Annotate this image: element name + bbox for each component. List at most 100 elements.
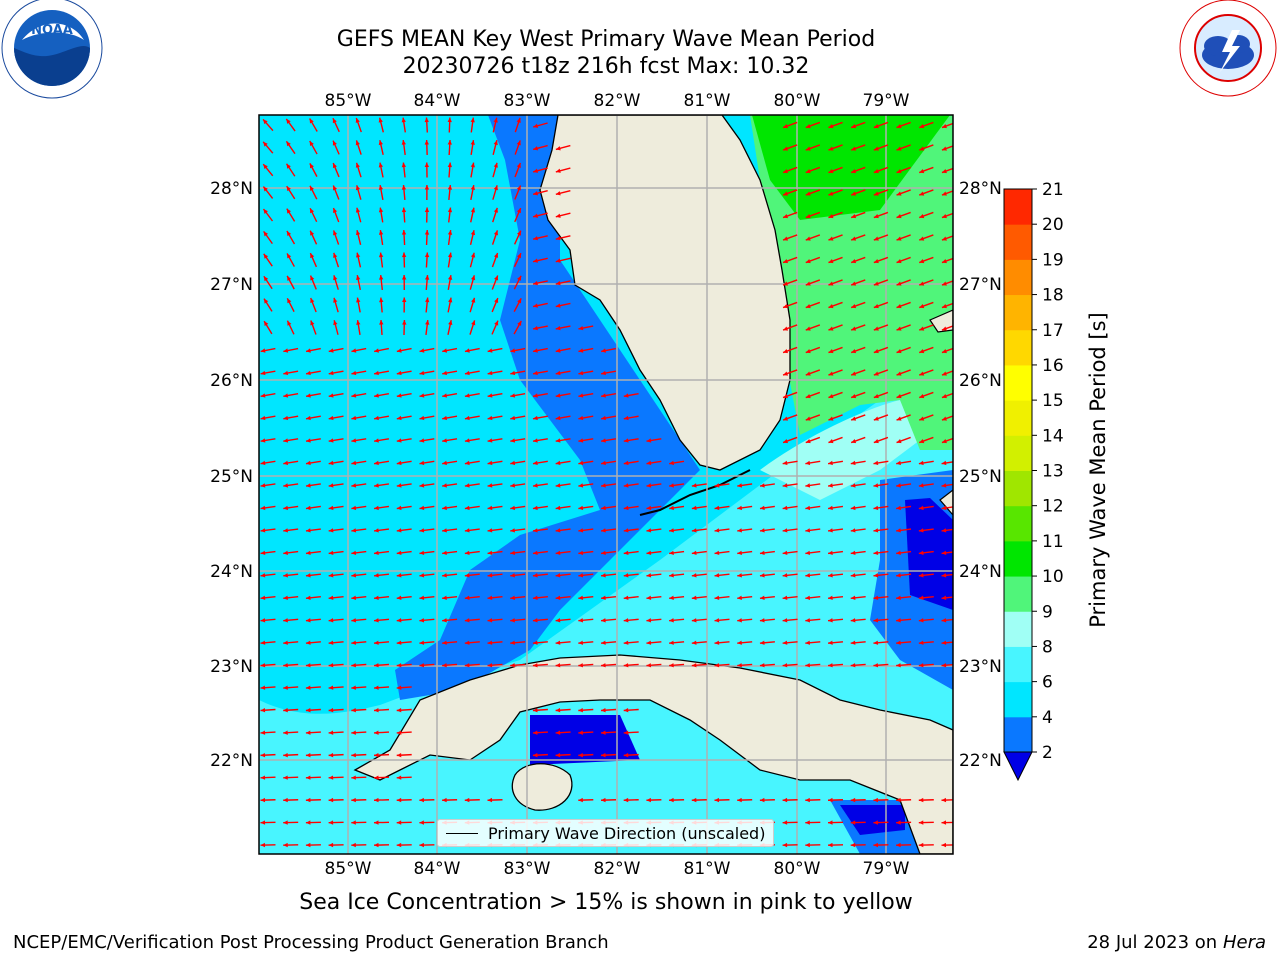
wave-arrowhead bbox=[941, 236, 947, 241]
wave-arrowhead bbox=[578, 752, 583, 758]
wave-arrowhead bbox=[309, 185, 314, 191]
wave-arrowhead bbox=[516, 230, 521, 236]
wave-arrowhead bbox=[487, 348, 493, 353]
lat-label-right: 27°N bbox=[959, 275, 1002, 295]
wave-arrowhead bbox=[896, 236, 902, 241]
wave-arrowhead bbox=[374, 550, 379, 556]
wave-arrowhead bbox=[333, 297, 338, 303]
wave-arrowhead bbox=[533, 348, 538, 353]
wave-arrowhead bbox=[601, 550, 606, 556]
wave-arrowhead bbox=[419, 663, 425, 668]
wave-arrowhead bbox=[424, 230, 430, 235]
wave-arrowhead bbox=[396, 663, 402, 668]
wave-arrowhead bbox=[374, 640, 379, 645]
wave-arrowhead bbox=[896, 573, 901, 578]
wave-arrowhead bbox=[873, 416, 879, 421]
wave-arrowhead bbox=[287, 253, 292, 259]
wave-arrowhead bbox=[533, 123, 539, 128]
wave-arrowhead bbox=[737, 573, 742, 578]
wave-arrowhead bbox=[328, 573, 334, 578]
colorbar-segment bbox=[1004, 576, 1032, 612]
wave-arrowhead bbox=[532, 460, 538, 466]
wave-arrowhead bbox=[850, 550, 856, 556]
wave-arrowhead bbox=[442, 505, 447, 511]
wave-arrowhead bbox=[260, 483, 266, 488]
wave-arrowhead bbox=[517, 320, 522, 326]
lat-label-right: 22°N bbox=[959, 751, 1002, 771]
wave-arrowhead bbox=[578, 550, 584, 556]
wave-arrowhead bbox=[805, 842, 810, 848]
wave-arrowhead bbox=[601, 595, 606, 600]
wave-arrowhead bbox=[873, 326, 879, 331]
wave-arrowhead bbox=[283, 618, 288, 623]
wave-arrowhead bbox=[401, 162, 407, 168]
wave-arrowhead bbox=[470, 207, 476, 213]
wave-arrowhead bbox=[941, 595, 947, 600]
lon-label-top: 82°W bbox=[594, 91, 641, 111]
wave-arrowhead bbox=[351, 797, 356, 803]
wave-arrowhead bbox=[532, 550, 538, 556]
wave-arrowhead bbox=[714, 483, 720, 488]
wave-arrowhead bbox=[896, 393, 902, 399]
wave-arrowhead bbox=[447, 252, 453, 258]
arrow-legend: Primary Wave Direction (unscaled) bbox=[437, 819, 774, 847]
wave-arrowhead bbox=[896, 438, 902, 444]
wave-arrowhead bbox=[401, 140, 406, 145]
wave-arrowhead bbox=[737, 483, 743, 488]
wave-arrowhead bbox=[896, 146, 902, 151]
wave-arrowhead bbox=[378, 162, 384, 168]
wave-arrowhead bbox=[510, 483, 516, 488]
wave-arrowhead bbox=[783, 281, 789, 286]
wave-arrowhead bbox=[737, 618, 742, 623]
latitude-labels-right: 28°N 27°N 26°N 25°N 24°N 23°N 22°N bbox=[959, 179, 1002, 771]
lon-label-bottom: 79°W bbox=[863, 859, 910, 879]
wave-arrowhead bbox=[737, 505, 743, 511]
wave-arrowhead bbox=[759, 573, 765, 578]
wave-arrowhead bbox=[442, 348, 448, 353]
wave-arrowhead bbox=[310, 230, 315, 236]
wave-arrowhead bbox=[351, 460, 357, 466]
wave-arrowhead bbox=[305, 797, 311, 803]
wave-arrowhead bbox=[351, 370, 357, 376]
wave-arrowhead bbox=[851, 281, 857, 286]
wave-arrowhead bbox=[332, 185, 338, 191]
wave-arrowhead bbox=[555, 483, 561, 488]
colorbar-tick-label: 16 bbox=[1042, 356, 1064, 376]
wave-arrowhead bbox=[310, 320, 315, 326]
wave-arrowhead bbox=[805, 393, 811, 399]
wave-arrowhead bbox=[873, 123, 879, 129]
wave-arrowhead bbox=[260, 438, 266, 443]
wave-arrowhead bbox=[396, 775, 402, 780]
wave-arrowhead bbox=[851, 258, 857, 264]
wave-arrowhead bbox=[533, 258, 538, 263]
wave-arrowhead bbox=[355, 162, 360, 168]
wave-arrowhead bbox=[533, 191, 539, 196]
wave-arrowhead bbox=[516, 208, 521, 214]
wave-arrowhead bbox=[419, 595, 425, 600]
wave-arrowhead bbox=[850, 842, 856, 848]
wave-arrowhead bbox=[305, 685, 311, 690]
wave-arrowhead bbox=[532, 483, 538, 488]
colorbar-tick-label: 13 bbox=[1042, 462, 1064, 482]
wave-arrowhead bbox=[850, 797, 856, 803]
wave-arrowhead bbox=[286, 186, 291, 192]
wave-arrowhead bbox=[351, 595, 357, 600]
wave-arrowhead bbox=[941, 326, 947, 331]
wave-arrowhead bbox=[510, 460, 516, 466]
wave-arrowhead bbox=[601, 393, 606, 398]
wave-arrowhead bbox=[464, 663, 470, 668]
wave-arrowhead bbox=[328, 528, 334, 533]
lat-label-left: 27°N bbox=[210, 275, 253, 295]
lon-label-bottom: 85°W bbox=[325, 859, 372, 879]
wave-arrowhead bbox=[805, 348, 811, 354]
wave-arrowhead bbox=[493, 252, 499, 258]
wave-arrowhead bbox=[374, 685, 379, 690]
wave-arrowhead bbox=[783, 146, 789, 151]
wave-arrowhead bbox=[623, 460, 629, 466]
wave-arrowhead bbox=[601, 797, 606, 803]
wave-arrowhead bbox=[328, 415, 334, 421]
wave-arrowhead bbox=[805, 528, 811, 533]
colorbar-tick-label: 14 bbox=[1042, 426, 1064, 446]
lat-label-right: 24°N bbox=[959, 562, 1002, 582]
wave-arrowhead bbox=[333, 252, 338, 258]
